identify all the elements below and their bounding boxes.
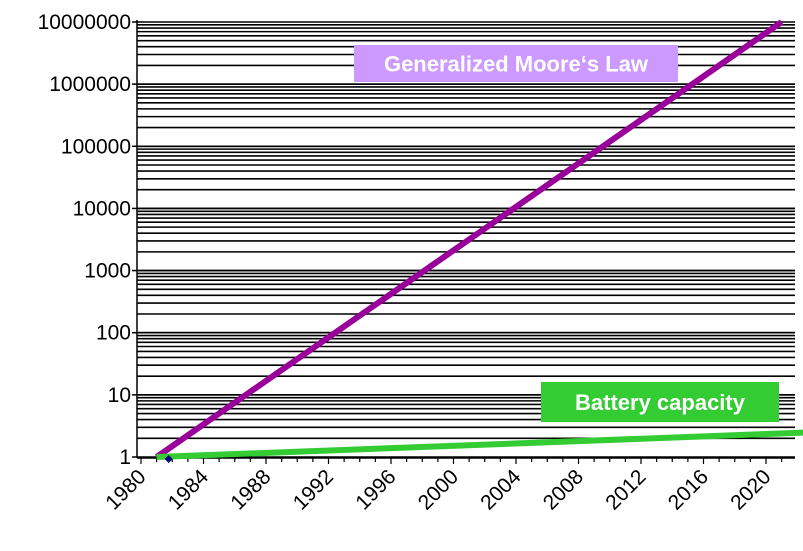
x-tick-label: 2000	[414, 465, 463, 514]
battery-capacity-line	[156, 429, 803, 460]
x-tick-label: 2004	[476, 465, 526, 515]
x-tick-label: 1992	[289, 465, 338, 514]
data-point-marker	[164, 455, 173, 463]
y-tick-label: 10000	[73, 197, 131, 220]
x-tick-label: 1980	[101, 465, 150, 514]
x-axis-ticks: 1980 1984 1988 1992 1996 2000 2004 2008 2012 2016…	[101, 458, 783, 515]
y-tick-label: 1000	[84, 260, 131, 283]
series-layer	[154, 19, 803, 463]
x-tick-label: 1984	[164, 465, 214, 515]
moores-law-label-box	[354, 45, 678, 82]
y-tick-label: 100	[96, 322, 131, 345]
plot-area	[136, 20, 795, 459]
battery-label: Battery capacity	[575, 390, 746, 415]
moores-law-line	[154, 19, 784, 460]
x-tick-label: 2008	[539, 465, 588, 514]
y-tick-label: 1000000	[49, 73, 131, 96]
x-tick-label: 1996	[351, 465, 400, 514]
y-tick-label: 10	[108, 384, 131, 407]
y-tick-label: 1	[119, 446, 131, 469]
x-tick-label: 2020	[726, 465, 775, 514]
x-tick-label: 2016	[664, 465, 713, 514]
y-tick-label: 10000000	[38, 11, 131, 34]
moores-law-label: Generalized Moore‘s Law	[384, 52, 649, 77]
y-tick-label: 100000	[61, 135, 131, 158]
y-axis-ticks: 1 10 100 1000 10000 100000 1000000 10000000	[38, 11, 137, 469]
x-tick-label: 2012	[601, 465, 650, 514]
annotation-layer: Generalized Moore‘s Law Battery capacity	[354, 45, 779, 422]
battery-label-box	[541, 382, 779, 422]
x-tick-label: 1988	[226, 465, 275, 514]
